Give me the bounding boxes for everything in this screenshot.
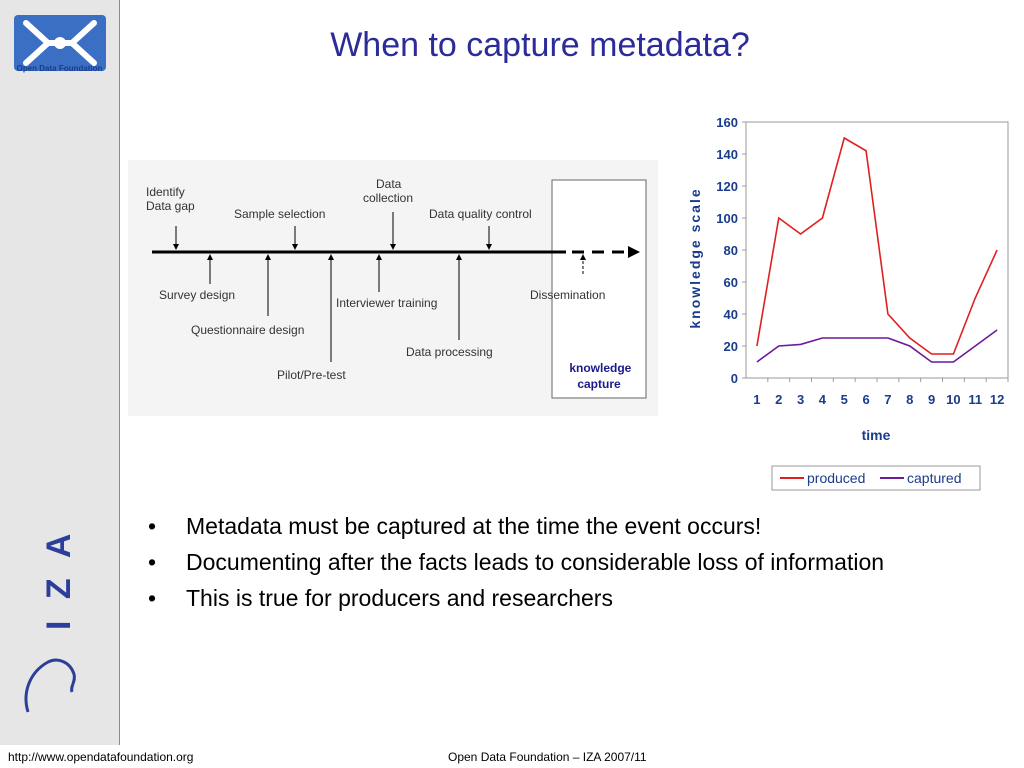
series-line-captured [756, 329, 998, 363]
chart-legend: produced captured [771, 465, 981, 491]
label-interviewer-training: Interviewer training [336, 296, 437, 310]
iza-vertical-text: I Z A [40, 528, 78, 630]
label-dissemination: Dissemination [530, 288, 605, 302]
x-tick-label: 7 [884, 392, 891, 407]
timeline-arrow-head [628, 246, 640, 258]
bullet-item: This is true for producers and researche… [140, 584, 1000, 612]
label-knowledge-capture: knowledge capture [569, 361, 634, 391]
y-tick-label: 120 [716, 179, 738, 194]
x-tick-label: 9 [928, 392, 935, 407]
label-data-collection: Data collection [363, 177, 413, 205]
x-tick-label: 3 [797, 392, 804, 407]
y-tick-label: 0 [731, 371, 738, 386]
y-tick-label: 100 [716, 211, 738, 226]
footer-url[interactable]: http://www.opendatafoundation.org [8, 750, 194, 764]
chart-plot-area [745, 121, 1009, 379]
bullet-list: Metadata must be captured at the time th… [140, 512, 1000, 620]
label-identify-data-gap: Identify Data gap [146, 185, 195, 213]
legend-label-captured: captured [907, 470, 961, 486]
y-tick-label: 160 [716, 115, 738, 130]
x-tick-label: 2 [775, 392, 782, 407]
chart-xlabel: time [862, 427, 891, 443]
metadata-timeline-diagram: Identify Data gap Sample selection Data … [128, 160, 658, 416]
iza-profile-icon [24, 658, 76, 713]
x-tick-label: 11 [968, 392, 982, 407]
label-sample-selection: Sample selection [234, 207, 325, 221]
x-tick-label: 4 [819, 392, 827, 407]
x-tick-label: 8 [906, 392, 913, 407]
legend-box [771, 465, 981, 491]
x-tick-label: 6 [862, 392, 869, 407]
y-tick-label: 60 [724, 275, 738, 290]
iza-logo: I Z A [24, 528, 78, 713]
open-data-foundation-logo [14, 15, 106, 71]
x-tick-label: 10 [946, 392, 960, 407]
y-tick-label: 140 [716, 147, 738, 162]
sidebar: Open Data Foundation I Z A [0, 0, 120, 745]
bullet-item: Documenting after the facts leads to con… [140, 548, 1000, 576]
series-line-produced [756, 136, 998, 355]
y-tick-label: 20 [724, 339, 738, 354]
footer-center-text: Open Data Foundation – IZA 2007/11 [448, 750, 647, 764]
chart-ylabel: knowledge scale [687, 187, 703, 328]
label-survey-design: Survey design [159, 288, 235, 302]
slide-title: When to capture metadata? [330, 26, 750, 64]
bullet-item: Metadata must be captured at the time th… [140, 512, 1000, 540]
logo-text: Open Data Foundation [16, 64, 103, 73]
x-tick-label: 1 [753, 392, 760, 407]
legend-label-produced: produced [807, 470, 865, 486]
y-tick-label: 40 [724, 307, 738, 322]
x-tick-label: 12 [990, 392, 1004, 407]
label-questionnaire-design: Questionnaire design [191, 323, 304, 337]
label-data-processing: Data processing [406, 345, 493, 359]
y-tick-label: 80 [724, 243, 738, 258]
x-tick-label: 5 [841, 392, 848, 407]
label-pilot-pretest: Pilot/Pre-test [277, 368, 346, 382]
label-data-quality-control: Data quality control [429, 207, 532, 221]
knowledge-capture-box [551, 179, 647, 399]
